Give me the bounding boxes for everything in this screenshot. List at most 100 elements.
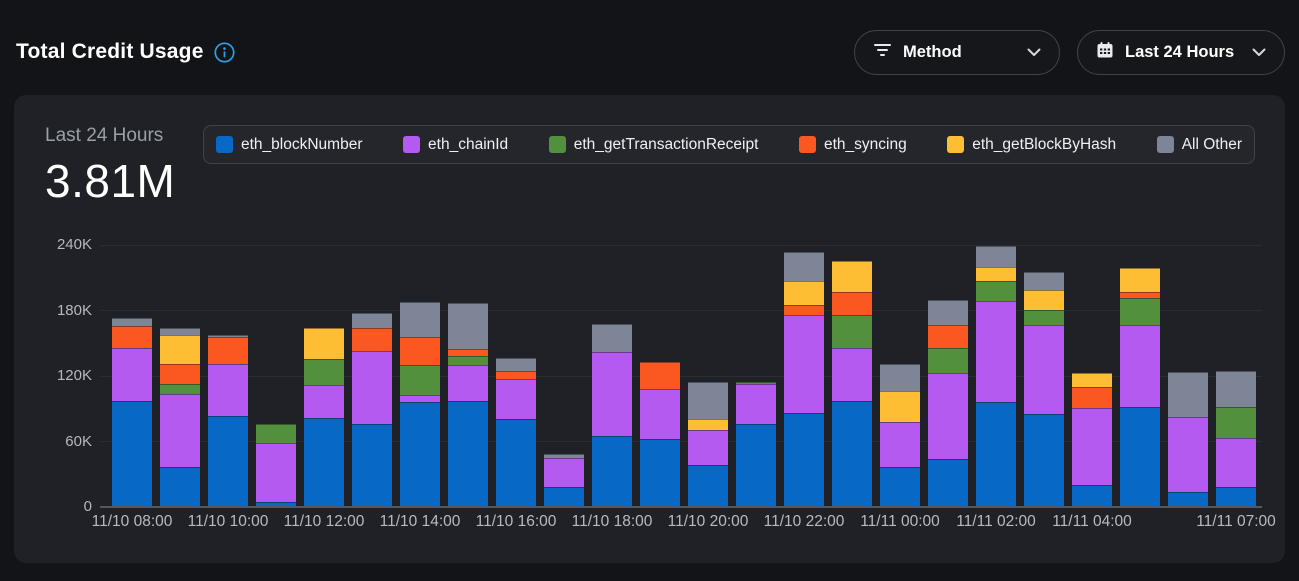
bar-segment[interactable] — [688, 464, 728, 506]
bar-group[interactable] — [976, 246, 1016, 506]
bar-group[interactable] — [304, 328, 344, 506]
bar-group[interactable] — [1120, 268, 1160, 506]
bar-segment[interactable] — [1024, 414, 1064, 506]
bar-group[interactable] — [832, 261, 872, 506]
bar-group[interactable] — [1216, 370, 1256, 506]
bar-segment[interactable] — [1216, 370, 1256, 407]
bar-segment[interactable] — [592, 352, 632, 437]
bar-segment[interactable] — [928, 299, 968, 325]
bar-group[interactable] — [352, 312, 392, 506]
bar-segment[interactable] — [832, 314, 872, 348]
bar-segment[interactable] — [256, 442, 296, 502]
bar-segment[interactable] — [976, 402, 1016, 506]
bar-segment[interactable] — [928, 347, 968, 373]
bar-group[interactable] — [112, 318, 152, 506]
bar-segment[interactable] — [592, 436, 632, 506]
bar-segment[interactable] — [160, 383, 200, 394]
bar-segment[interactable] — [1216, 438, 1256, 488]
bar-segment[interactable] — [688, 418, 728, 430]
legend-item[interactable]: eth_getTransactionReceipt — [548, 136, 758, 154]
bar-group[interactable] — [448, 302, 488, 506]
bar-segment[interactable] — [736, 424, 776, 506]
bar-segment[interactable] — [112, 401, 152, 506]
legend-item[interactable]: All Other — [1156, 136, 1242, 154]
method-filter-button[interactable]: Method — [854, 30, 1060, 75]
bar-segment[interactable] — [256, 501, 296, 506]
bar-segment[interactable] — [832, 347, 872, 402]
legend-item[interactable]: eth_getBlockByHash — [947, 136, 1116, 154]
bar-segment[interactable] — [208, 416, 248, 506]
bar-segment[interactable] — [1120, 292, 1160, 298]
bar-segment[interactable] — [832, 261, 872, 293]
bar-segment[interactable] — [304, 417, 344, 506]
bar-group[interactable] — [640, 361, 680, 506]
bar-segment[interactable] — [1024, 289, 1064, 310]
bar-segment[interactable] — [688, 429, 728, 465]
bar-segment[interactable] — [352, 312, 392, 329]
bar-segment[interactable] — [448, 365, 488, 402]
bar-group[interactable] — [496, 357, 536, 506]
bar-segment[interactable] — [160, 466, 200, 506]
bar-segment[interactable] — [448, 401, 488, 506]
bar-segment[interactable] — [544, 487, 584, 506]
bar-group[interactable] — [1024, 272, 1064, 506]
bar-segment[interactable] — [880, 466, 920, 506]
bar-group[interactable] — [160, 328, 200, 506]
bar-segment[interactable] — [832, 401, 872, 506]
bar-segment[interactable] — [112, 347, 152, 402]
bar-segment[interactable] — [400, 336, 440, 366]
bar-segment[interactable] — [496, 418, 536, 506]
bar-segment[interactable] — [1024, 309, 1064, 325]
bar-segment[interactable] — [1024, 272, 1064, 290]
bar-segment[interactable] — [160, 334, 200, 365]
bar-segment[interactable] — [496, 357, 536, 371]
bar-group[interactable] — [592, 323, 632, 506]
bar-segment[interactable] — [400, 402, 440, 506]
bar-segment[interactable] — [1216, 406, 1256, 439]
bar-segment[interactable] — [976, 300, 1016, 403]
bar-segment[interactable] — [448, 348, 488, 357]
bar-segment[interactable] — [208, 336, 248, 365]
bar-segment[interactable] — [352, 424, 392, 506]
bar-segment[interactable] — [976, 266, 1016, 282]
bar-segment[interactable] — [400, 365, 440, 395]
bar-segment[interactable] — [640, 389, 680, 440]
bar-segment[interactable] — [1168, 416, 1208, 492]
bar-segment[interactable] — [784, 281, 824, 306]
bar-segment[interactable] — [304, 358, 344, 385]
bar-segment[interactable] — [736, 383, 776, 425]
bar-segment[interactable] — [160, 364, 200, 384]
time-range-button[interactable]: Last 24 Hours — [1077, 30, 1285, 75]
bar-segment[interactable] — [448, 356, 488, 366]
bar-segment[interactable] — [976, 281, 1016, 301]
legend-item[interactable]: eth_chainId — [403, 136, 508, 154]
bar-segment[interactable] — [640, 439, 680, 506]
bar-segment[interactable] — [592, 323, 632, 353]
bar-segment[interactable] — [544, 453, 584, 458]
bar-segment[interactable] — [208, 334, 248, 337]
bar-segment[interactable] — [208, 364, 248, 417]
bar-group[interactable] — [1072, 372, 1112, 506]
bar-segment[interactable] — [880, 421, 920, 467]
bar-segment[interactable] — [400, 394, 440, 403]
bar-segment[interactable] — [448, 302, 488, 349]
legend-item[interactable]: eth_blockNumber — [216, 136, 362, 154]
bar-segment[interactable] — [304, 384, 344, 418]
bar-segment[interactable] — [400, 301, 440, 337]
bar-segment[interactable] — [1120, 297, 1160, 325]
bar-segment[interactable] — [688, 381, 728, 419]
bar-group[interactable] — [208, 334, 248, 506]
bar-segment[interactable] — [256, 424, 296, 443]
bar-segment[interactable] — [784, 413, 824, 506]
bar-group[interactable] — [400, 301, 440, 506]
bar-group[interactable] — [256, 424, 296, 506]
bar-segment[interactable] — [160, 393, 200, 467]
bar-segment[interactable] — [304, 328, 344, 359]
bar-segment[interactable] — [928, 459, 968, 506]
bar-group[interactable] — [928, 299, 968, 506]
bar-segment[interactable] — [352, 328, 392, 351]
bar-segment[interactable] — [1216, 487, 1256, 506]
bar-segment[interactable] — [1120, 268, 1160, 293]
bar-segment[interactable] — [784, 251, 824, 282]
bar-group[interactable] — [784, 251, 824, 506]
